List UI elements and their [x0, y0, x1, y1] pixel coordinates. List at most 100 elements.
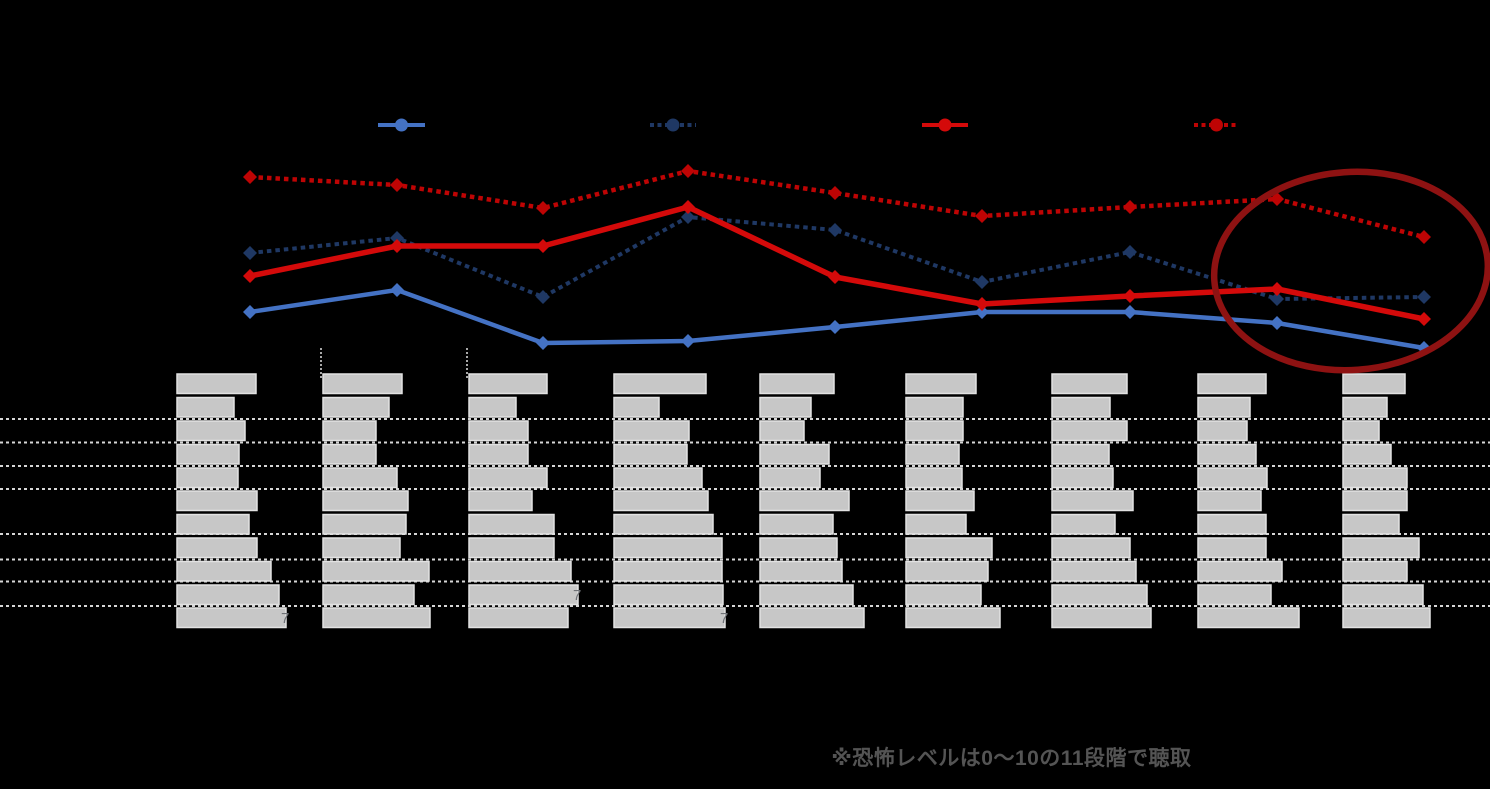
bar-level-7 — [905, 537, 993, 559]
bar-level-9 — [176, 584, 280, 606]
red-dotted-marker — [1417, 230, 1431, 244]
bar-level-10 — [468, 607, 569, 629]
bar-level-3 — [613, 443, 688, 465]
bar-level-1 — [613, 396, 660, 418]
bar-level-2 — [613, 420, 690, 442]
dark-blue-dotted-marker — [390, 231, 404, 245]
bar-level-8 — [468, 560, 572, 582]
red-solid-marker — [681, 200, 695, 214]
light-blue-solid-marker — [536, 336, 550, 350]
bar-level-9 — [1051, 584, 1148, 606]
bar-level-10 — [613, 607, 726, 629]
bar-level-5 — [468, 490, 533, 512]
bar-level-1 — [1342, 396, 1388, 418]
bar-level-2 — [176, 420, 246, 442]
bar-level-2 — [905, 420, 964, 442]
bar-level-8 — [1197, 560, 1283, 582]
bar-level-5 — [1342, 490, 1408, 512]
bar-level-2 — [1342, 420, 1380, 442]
bar-level-7 — [468, 537, 555, 559]
bar-level-1 — [322, 396, 390, 418]
red-dotted-marker — [536, 201, 550, 215]
red-solid-marker — [975, 297, 989, 311]
bar-level-0 — [468, 373, 548, 395]
bar-level-5 — [1051, 490, 1134, 512]
light-blue-solid-marker — [975, 305, 989, 319]
red-solid-marker — [1417, 312, 1431, 326]
red-dotted-marker — [1123, 200, 1137, 214]
bar-level-6 — [613, 513, 714, 535]
red-solid-marker — [243, 269, 257, 283]
bar-level-4 — [1342, 467, 1408, 489]
red-dotted-marker — [243, 170, 257, 184]
footnote-line-1: ※恐怖レベルは0～10の11段階で聴取 — [831, 747, 1192, 770]
bar-level-9 — [1342, 584, 1424, 606]
bar-level-2 — [468, 420, 529, 442]
dark-blue-dotted-marker — [1270, 292, 1284, 306]
light-blue-solid-marker — [681, 334, 695, 348]
bar-level-0 — [1051, 373, 1128, 395]
bar-level-3 — [322, 443, 377, 465]
bar-level-3 — [468, 443, 529, 465]
bar-level-10 — [322, 607, 431, 629]
bar-level-7 — [759, 537, 838, 559]
bar-level-8 — [1342, 560, 1408, 582]
bar-level-9 — [322, 584, 415, 606]
bar-level-4 — [322, 467, 398, 489]
red-solid-marker — [1270, 282, 1284, 296]
bar-level-2 — [1051, 420, 1128, 442]
bar-level-7 — [322, 537, 401, 559]
bar-level-3 — [176, 443, 240, 465]
bar-level-6 — [759, 513, 834, 535]
bar-level-4 — [759, 467, 821, 489]
bar-level-1 — [468, 396, 517, 418]
bar-level-9 — [759, 584, 854, 606]
red-solid-marker — [536, 239, 550, 253]
bar-level-5 — [759, 490, 850, 512]
bar-level-8 — [759, 560, 843, 582]
dark-blue-dotted-marker — [243, 246, 257, 260]
dark-blue-dotted-marker — [536, 290, 550, 304]
bar-level-10 — [905, 607, 1001, 629]
bar-level-8 — [905, 560, 989, 582]
bar-level-4 — [176, 467, 239, 489]
bar-level-9 — [1197, 584, 1272, 606]
bar-level-7 — [613, 537, 723, 559]
bar-level-3 — [905, 443, 960, 465]
bar-label-fragment: 7 — [720, 610, 728, 627]
legend-marker-red-solid — [938, 118, 952, 132]
bar-level-10 — [1051, 607, 1152, 629]
light-blue-solid-marker — [828, 320, 842, 334]
footnote: ※恐怖レベルは0～10の11段階で聴取 恐怖レベル強として8～10をまとめた結果… — [806, 718, 1298, 789]
bar-level-5 — [1197, 490, 1262, 512]
bar-label-fragment: 7 — [281, 610, 289, 627]
dark-blue-dotted-marker — [681, 210, 695, 224]
highlight-ellipse — [1210, 168, 1490, 374]
dark-blue-dotted-marker — [828, 223, 842, 237]
bar-level-6 — [322, 513, 407, 535]
bar-level-7 — [1051, 537, 1131, 559]
bar-level-7 — [1197, 537, 1267, 559]
bar-level-8 — [176, 560, 272, 582]
bar-level-4 — [905, 467, 963, 489]
bar-level-0 — [176, 373, 257, 395]
light-blue-solid-marker — [243, 305, 257, 319]
bar-level-1 — [905, 396, 964, 418]
bar-level-3 — [1342, 443, 1392, 465]
bar-level-7 — [176, 537, 258, 559]
bar-level-4 — [1051, 467, 1114, 489]
bar-level-0 — [759, 373, 835, 395]
bar-level-1 — [1051, 396, 1111, 418]
bar-level-6 — [1342, 513, 1400, 535]
red-solid-marker — [828, 270, 842, 284]
bar-level-10 — [759, 607, 865, 629]
bar-level-8 — [322, 560, 430, 582]
red-dotted-marker — [681, 164, 695, 178]
bar-level-1 — [176, 396, 235, 418]
bar-level-2 — [322, 420, 377, 442]
bar-level-9 — [613, 584, 724, 606]
bar-level-5 — [322, 490, 409, 512]
bar-level-0 — [322, 373, 403, 395]
red-dotted-marker — [390, 178, 404, 192]
bar-level-7 — [1342, 537, 1420, 559]
